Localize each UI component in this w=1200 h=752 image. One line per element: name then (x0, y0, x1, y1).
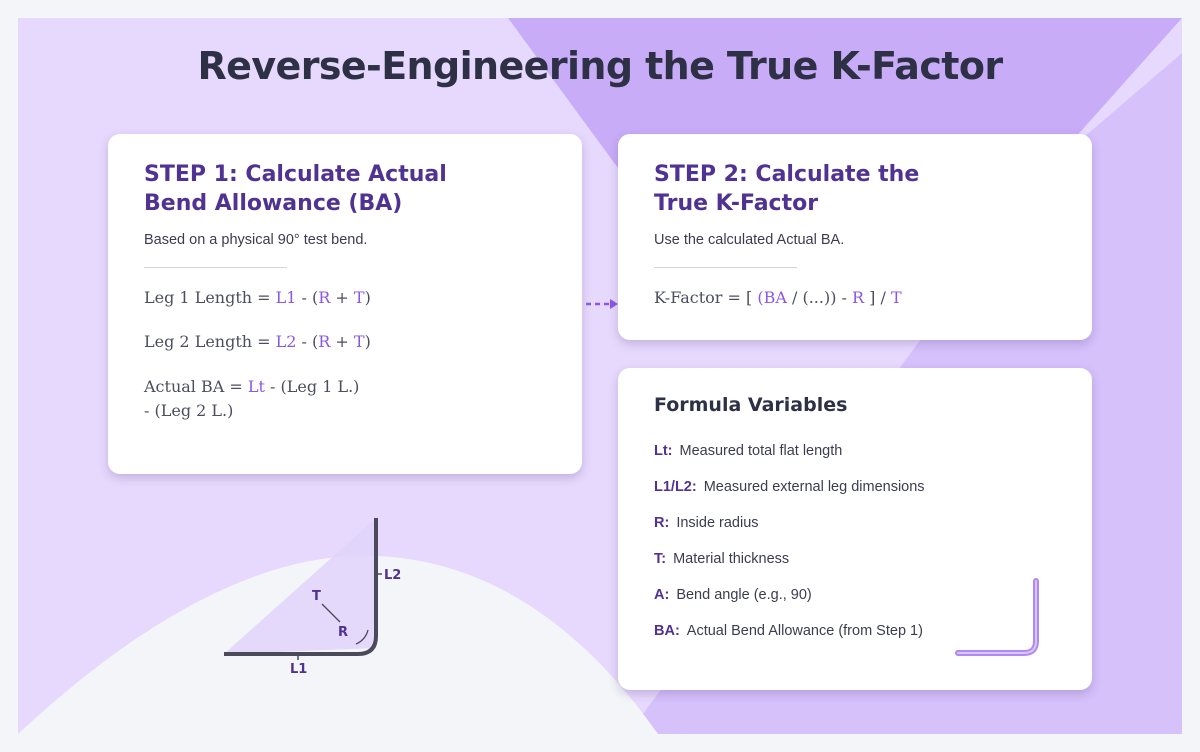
formula-ba-var: Lt (247, 377, 265, 396)
kf-mid: / (...)) - (786, 288, 853, 307)
label-t: T (312, 589, 321, 604)
formula-leg1-var: L1 (275, 288, 297, 307)
variable-desc: Measured total flat length (679, 443, 843, 459)
variable-row: R: Inside radius (654, 515, 759, 531)
formula-leg1-r: R (318, 288, 331, 307)
bg-accent-triangle (508, 18, 1182, 168)
step2-subtitle: Use the calculated Actual BA. (654, 232, 845, 248)
label-r: R (338, 625, 348, 640)
step1-title-line2: Bend Allowance (BA) (144, 191, 403, 216)
step1-title: STEP 1: Calculate Actual Bend Allowance … (144, 160, 564, 218)
step1-card: STEP 1: Calculate Actual Bend Allowance … (108, 134, 582, 474)
variable-key: A: (654, 587, 670, 603)
label-l1: L1 (290, 662, 307, 677)
bend-diagram: L2 L1 T R (224, 518, 401, 677)
kf-ba: BA (763, 288, 787, 307)
step1-divider (144, 267, 287, 268)
step2-title-line1: STEP 2: Calculate the (654, 162, 920, 187)
step1-title-line1: STEP 1: Calculate Actual (144, 162, 447, 187)
formula-k-factor: K-Factor = [ (BA / (...)) - R ] / T (654, 288, 902, 307)
bend-shade (224, 518, 376, 654)
step2-title: STEP 2: Calculate the True K-Factor (654, 160, 1074, 218)
variable-key: R: (654, 515, 670, 531)
variable-desc: Inside radius (676, 515, 759, 531)
dashed-arrow-icon (586, 299, 618, 309)
step2-divider (654, 267, 797, 268)
variable-key: L1/L2: (654, 479, 697, 495)
variable-desc: Bend angle (e.g., 90) (676, 587, 812, 603)
formula-leg1-t: T (353, 288, 365, 307)
variable-desc: Material thickness (673, 551, 790, 567)
variable-row: A: Bend angle (e.g., 90) (654, 587, 812, 603)
variable-key: Lt: (654, 443, 673, 459)
variable-key: T: (654, 551, 667, 567)
variables-title: Formula Variables (654, 394, 848, 416)
step1-subtitle: Based on a physical 90° test bend. (144, 232, 368, 248)
formula-leg1-plus: + (330, 288, 354, 307)
variable-desc: Actual Bend Allowance (from Step 1) (686, 623, 923, 639)
formula-leg2-r: R (318, 332, 331, 351)
kf-t: T (890, 288, 902, 307)
formula-actual-ba-line2: - (Leg 2 L.) (144, 401, 234, 420)
thickness-leader (321, 603, 341, 623)
formula-ba-rest: - (Leg 1 L.) (264, 377, 360, 396)
bend-outline (224, 518, 378, 656)
formula-leg2-mid: - ( (296, 332, 319, 351)
infographic-canvas: Reverse-Engineering the True K-Factor ST… (18, 18, 1182, 734)
kf-prefix: K-Factor = [ (654, 288, 758, 307)
formula-leg1: Leg 1 Length = L1 - (R + T) (144, 288, 371, 307)
formula-actual-ba: Actual BA = Lt - (Leg 1 L.) (144, 377, 359, 396)
kf-r: R (852, 288, 865, 307)
formula-leg2-prefix: Leg 2 Length = (144, 332, 276, 351)
formula-leg1-prefix: Leg 1 Length = (144, 288, 276, 307)
label-l2: L2 (384, 568, 401, 583)
variable-desc: Measured external leg dimensions (703, 479, 925, 495)
variable-key: BA: (654, 623, 680, 639)
variable-row: Lt: Measured total flat length (654, 443, 842, 459)
formula-ba-prefix: Actual BA = (144, 377, 248, 396)
radius-arc (355, 629, 369, 645)
formula-leg1-end: ) (364, 288, 371, 307)
variable-row: L1/L2: Measured external leg dimensions (654, 479, 925, 495)
kf-paren: ( (757, 288, 764, 307)
variable-row: T: Material thickness (654, 551, 789, 567)
formula-leg1-mid: - ( (296, 288, 319, 307)
formula-leg2: Leg 2 Length = L2 - (R + T) (144, 332, 371, 351)
formula-leg2-t: T (353, 332, 365, 351)
formula-leg2-plus: + (330, 332, 354, 351)
page-title: Reverse-Engineering the True K-Factor (197, 44, 1004, 88)
formula-leg2-end: ) (364, 332, 371, 351)
step2-card: STEP 2: Calculate the True K-Factor Use … (618, 134, 1092, 340)
variables-card: Formula Variables Lt: Measured total flat… (618, 368, 1092, 690)
bent-plate-icon (955, 578, 1039, 656)
formula-leg2-var: L2 (275, 332, 297, 351)
step2-title-line2: True K-Factor (654, 191, 819, 216)
kf-mid2: ] / (864, 288, 891, 307)
variable-row: BA: Actual Bend Allowance (from Step 1) (654, 623, 923, 639)
